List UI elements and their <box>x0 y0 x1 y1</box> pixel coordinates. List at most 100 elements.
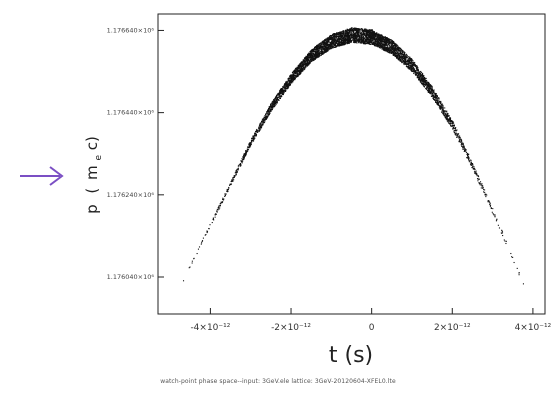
scatter-point <box>358 39 360 41</box>
scatter-point <box>376 42 379 44</box>
scatter-point <box>335 38 337 40</box>
scatter-point <box>268 111 270 113</box>
scatter-point <box>377 43 379 45</box>
scatter-point <box>388 44 390 46</box>
scatter-point <box>248 146 250 148</box>
scatter-point <box>349 30 351 32</box>
scatter-point <box>371 32 373 34</box>
scatter-point <box>264 119 266 121</box>
scatter-point <box>439 107 441 110</box>
scatter-point <box>324 47 326 49</box>
scatter-point <box>305 66 307 68</box>
scatter-point <box>353 41 355 43</box>
scatter-point <box>427 85 429 87</box>
scatter-point <box>353 35 355 37</box>
scatter-point <box>316 50 318 52</box>
scatter-point <box>420 81 422 83</box>
scatter-point <box>350 34 352 36</box>
scatter-point <box>431 86 433 88</box>
scatter-point <box>400 47 402 50</box>
scatter-point <box>245 150 247 152</box>
scatter-point <box>263 122 265 124</box>
scatter-point <box>457 133 460 135</box>
scatter-point <box>237 165 239 167</box>
scatter-point <box>366 39 368 41</box>
scatter-point <box>335 40 337 42</box>
scatter-point <box>394 43 396 45</box>
scatter-point <box>370 35 372 37</box>
scatter-point <box>380 39 382 41</box>
scatter-point <box>388 51 390 54</box>
scatter-point <box>498 227 501 229</box>
scatter-point <box>427 82 430 84</box>
scatter-point <box>442 110 444 112</box>
scatter-point <box>349 32 351 34</box>
scatter-point <box>395 55 398 57</box>
scatter-point <box>290 78 292 80</box>
scatter-point <box>326 41 328 44</box>
scatter-point <box>278 94 280 96</box>
scatter-point <box>303 57 306 59</box>
scatter-point <box>314 46 317 48</box>
scatter-point <box>318 52 320 54</box>
scatter-point <box>482 187 484 189</box>
scatter-point <box>357 35 359 37</box>
scatter-point <box>325 47 327 50</box>
scatter-point <box>270 108 272 110</box>
scatter-point <box>281 90 284 92</box>
scatter-point <box>235 174 237 176</box>
scatter-point <box>294 69 296 71</box>
scatter-point <box>320 45 322 48</box>
scatter-point <box>327 38 329 40</box>
scatter-point <box>353 32 356 34</box>
scatter-point <box>342 40 344 42</box>
scatter-point <box>216 208 218 210</box>
scatter-point <box>339 32 342 34</box>
scatter-point <box>366 43 368 45</box>
scatter-point <box>262 123 264 125</box>
scatter-point <box>431 85 433 88</box>
scatter-point <box>288 77 290 79</box>
scatter-point <box>328 49 330 51</box>
scatter-point <box>261 124 263 127</box>
scatter-point <box>285 82 287 84</box>
scatter-point <box>308 61 310 63</box>
scatter-point <box>294 69 296 72</box>
scatter-point <box>237 169 239 171</box>
scatter-point <box>447 120 449 122</box>
scatter-point <box>297 75 299 77</box>
scatter-point <box>465 149 467 151</box>
scatter-point <box>409 63 411 65</box>
scatter-point <box>303 64 305 66</box>
scatter-point <box>327 37 329 40</box>
scatter-point <box>261 123 263 125</box>
scatter-point <box>415 72 417 74</box>
scatter-point <box>438 97 440 99</box>
scatter-point <box>427 89 429 91</box>
scatter-point <box>324 39 326 41</box>
scatter-point <box>354 37 356 39</box>
scatter-point <box>359 36 361 38</box>
scatter-point <box>366 29 368 31</box>
scatter-point <box>385 40 387 42</box>
scatter-point <box>273 103 275 105</box>
scatter-point <box>432 89 434 91</box>
scatter-point <box>466 156 468 159</box>
scatter-point <box>428 83 430 85</box>
scatter-point <box>356 29 358 31</box>
scatter-point <box>333 36 335 38</box>
scatter-point <box>218 206 220 208</box>
scatter-point <box>340 39 342 41</box>
scatter-point <box>263 117 265 119</box>
scatter-point <box>341 39 344 41</box>
scatter-point <box>414 69 416 72</box>
scatter-point <box>504 240 506 242</box>
scatter-point <box>385 39 387 41</box>
scatter-point <box>449 117 451 119</box>
scatter-point <box>308 63 310 66</box>
scatter-point <box>229 184 231 186</box>
scatter-point <box>422 81 424 83</box>
scatter-point <box>320 54 322 56</box>
scatter-point <box>418 74 420 76</box>
scatter-point <box>408 66 410 68</box>
